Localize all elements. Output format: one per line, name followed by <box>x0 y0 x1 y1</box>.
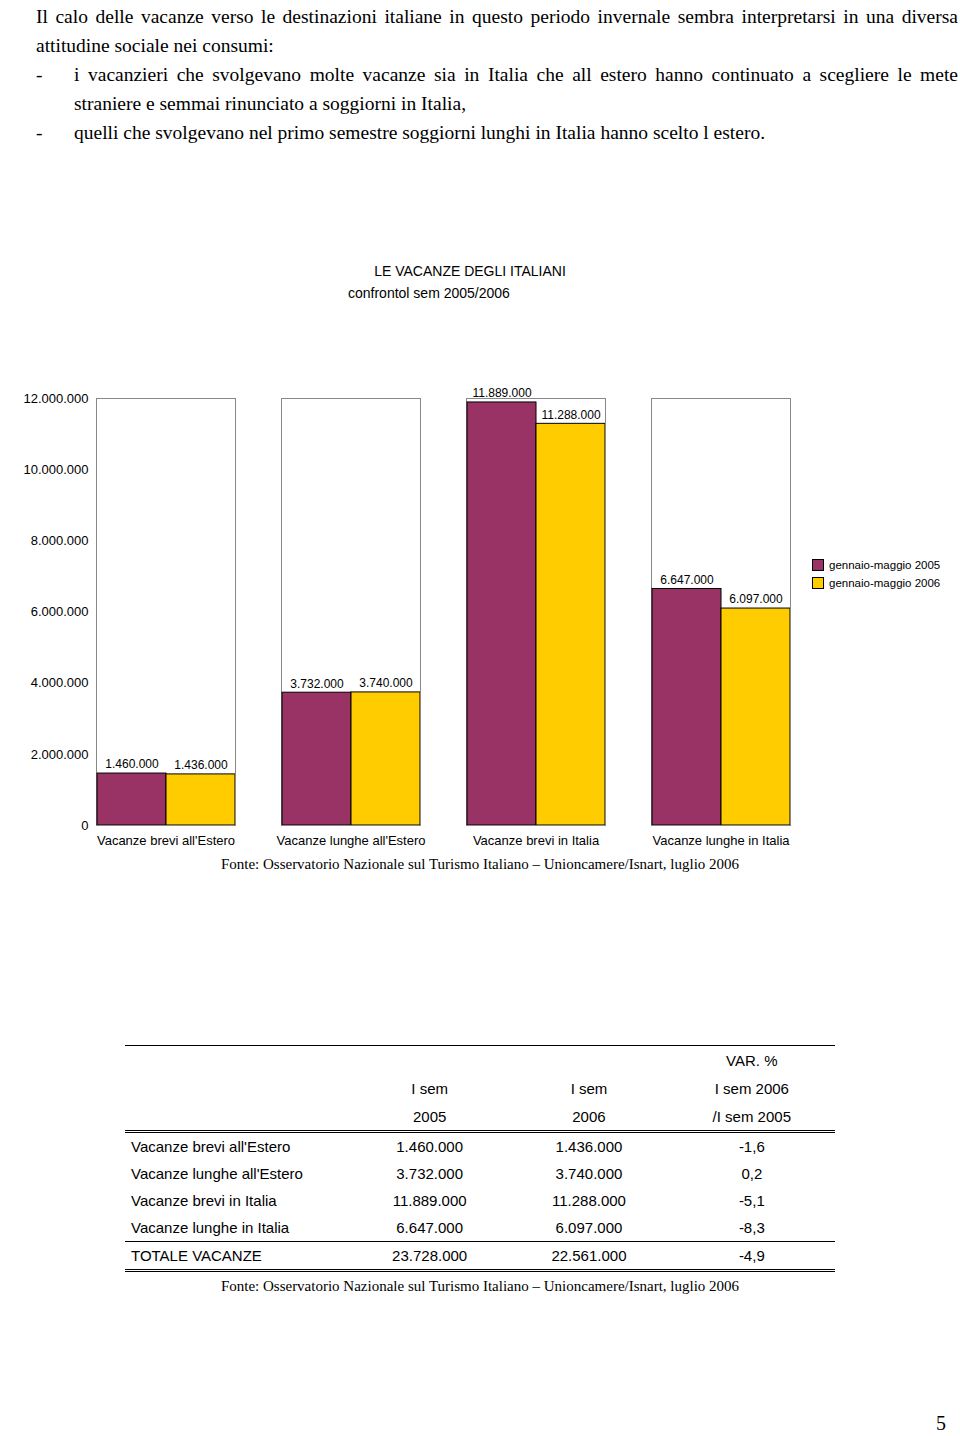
html-text:/I sem 2005: /I sem 2005 <box>712 1107 791 1125</box>
html-text:3.740.000: 3.740.000 <box>555 1165 623 1182</box>
svg-text:10.000.000: 10.000.000 <box>23 462 88 477</box>
html-text:0,2: 0,2 <box>741 1165 763 1182</box>
svg-text:6.647.000: 6.647.000 <box>660 573 714 587</box>
svg-text:Vacanze brevi in Italia: Vacanze brevi in Italia <box>473 833 600 848</box>
svg-text:12.000.000: 12.000.000 <box>23 391 88 406</box>
html-text:6.647.000: 6.647.000 <box>396 1219 463 1236</box>
svg-text:1.460.000: 1.460.000 <box>105 757 159 771</box>
html-text:Vacanze lunghe all'Estero: Vacanze lunghe all'Estero <box>131 1165 303 1182</box>
html-text:5: 5 <box>936 1412 946 1434</box>
html-text:TOTALE VACANZE: TOTALE VACANZE <box>131 1247 262 1264</box>
svg-text:4.000.000: 4.000.000 <box>31 675 89 690</box>
svg-text:3.740.000: 3.740.000 <box>359 676 413 690</box>
html-text:confrontol sem 2005/2006: confrontol sem 2005/2006 <box>348 285 510 301</box>
html-text:3.732.000: 3.732.000 <box>396 1165 463 1182</box>
html-text:gennaio-maggio 2006: gennaio-maggio 2006 <box>829 577 941 589</box>
svg-text:Vacanze brevi all'Estero: Vacanze brevi all'Estero <box>97 833 235 848</box>
html-text:11.889.000: 11.889.000 <box>392 1192 467 1209</box>
html-text:Il calo delle vacanze verso le: Il calo delle vacanze verso le destinazi… <box>36 6 958 56</box>
svg-text:6.097.000: 6.097.000 <box>729 592 783 606</box>
html-text:1.460.000: 1.460.000 <box>396 1138 463 1155</box>
html-text:1.436.000: 1.436.000 <box>555 1138 623 1155</box>
html-text:22.561.000: 22.561.000 <box>551 1247 627 1264</box>
svg-text:6.000.000: 6.000.000 <box>31 604 89 619</box>
html-text:LE VACANZE DEGLI ITALIANI: LE VACANZE DEGLI ITALIANI <box>374 263 566 279</box>
svg-text:11.889.000: 11.889.000 <box>472 386 531 400</box>
html-text:Fonte: Osservatorio Nazionale: Fonte: Osservatorio Nazionale sul Turism… <box>220 1278 740 1294</box>
html-text:i vacanzieri che svolgevano mo: i vacanzieri che svolgevano molte vacanz… <box>74 64 958 114</box>
svg-text:Vacanze lunghe in Italia: Vacanze lunghe in Italia <box>652 833 790 848</box>
html-text:I sem: I sem <box>411 1079 448 1097</box>
svg-text:2.000.000: 2.000.000 <box>31 746 89 761</box>
svg-text:8.000.000: 8.000.000 <box>31 533 89 548</box>
html-text:VAR. %: VAR. % <box>726 1051 778 1069</box>
html-text:6.097.000: 6.097.000 <box>555 1219 623 1236</box>
html-text:Vacanze brevi in Italia: Vacanze brevi in Italia <box>131 1192 277 1209</box>
html-text:-8,3: -8,3 <box>738 1219 765 1236</box>
html-text:Fonte: Osservatorio Nazionale: Fonte: Osservatorio Nazionale sul Turism… <box>220 856 740 872</box>
html-text:I sem: I sem <box>570 1079 608 1097</box>
html-text:gennaio-maggio 2005: gennaio-maggio 2005 <box>829 559 941 571</box>
svg-text:Vacanze lunghe all'Estero: Vacanze lunghe all'Estero <box>277 833 426 848</box>
html-text:quelli che svolgevano nel prim: quelli che svolgevano nel primo semestre… <box>74 122 765 143</box>
svg-text:0: 0 <box>81 818 88 833</box>
html-text:I sem 2006: I sem 2006 <box>714 1079 789 1097</box>
svg-text:3.732.000: 3.732.000 <box>290 677 344 691</box>
html-text:-5,1: -5,1 <box>738 1192 765 1209</box>
html-text:-4,9: -4,9 <box>738 1247 765 1264</box>
html-text:-1,6: -1,6 <box>738 1138 765 1155</box>
svg-text:1.436.000: 1.436.000 <box>174 758 228 772</box>
html-text:Vacanze lunghe in Italia: Vacanze lunghe in Italia <box>131 1219 290 1236</box>
html-text:Vacanze brevi all'Estero: Vacanze brevi all'Estero <box>131 1138 291 1155</box>
html-text:23.728.000: 23.728.000 <box>392 1247 468 1264</box>
html-text:2005: 2005 <box>413 1107 447 1125</box>
html-text:2006: 2006 <box>572 1107 606 1125</box>
html-text:11.288.000: 11.288.000 <box>552 1192 626 1209</box>
svg-text:11.288.000: 11.288.000 <box>541 408 600 422</box>
